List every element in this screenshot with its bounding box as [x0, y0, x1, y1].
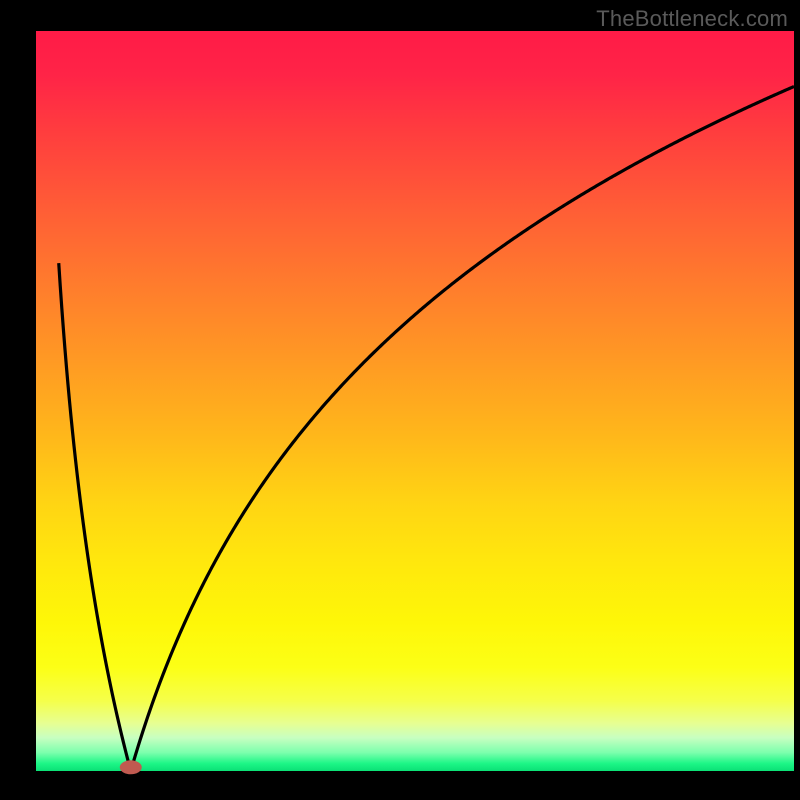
chart-container: TheBottleneck.com [0, 0, 800, 800]
bottleneck-chart [0, 0, 800, 800]
plot-background [36, 31, 794, 771]
optimal-point-marker [120, 760, 142, 774]
watermark-text: TheBottleneck.com [596, 6, 788, 32]
